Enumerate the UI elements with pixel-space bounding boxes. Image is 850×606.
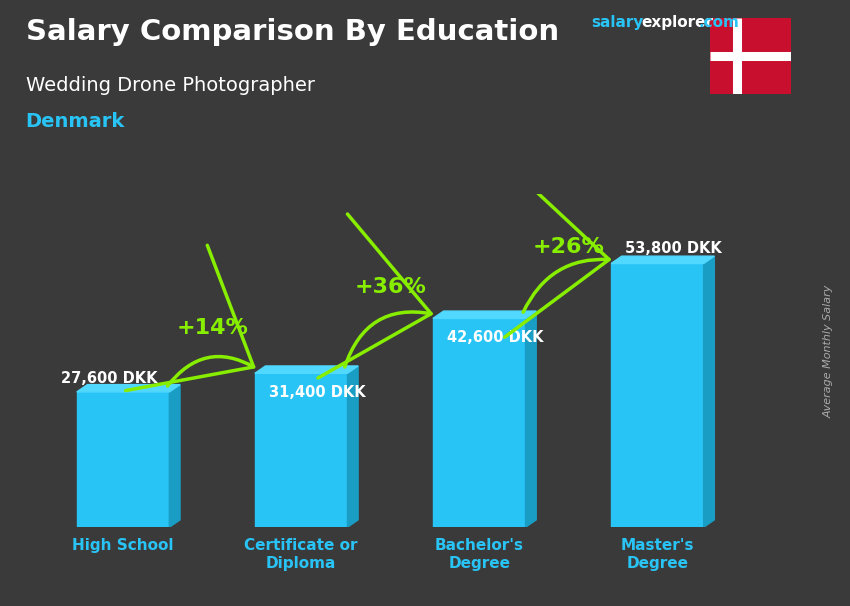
Text: 27,600 DKK: 27,600 DKK <box>60 371 157 386</box>
Text: 53,800 DKK: 53,800 DKK <box>626 241 722 256</box>
Text: .com: .com <box>699 15 740 30</box>
Text: 42,600 DKK: 42,600 DKK <box>447 330 544 345</box>
Polygon shape <box>169 385 180 527</box>
Polygon shape <box>611 256 714 264</box>
FancyArrowPatch shape <box>318 214 431 378</box>
Polygon shape <box>348 366 358 527</box>
Bar <box>433 318 525 527</box>
Text: explorer: explorer <box>642 15 714 30</box>
Bar <box>255 373 348 527</box>
FancyArrowPatch shape <box>505 171 609 337</box>
FancyArrowPatch shape <box>126 245 253 391</box>
Text: Salary Comparison By Education: Salary Comparison By Education <box>26 18 558 46</box>
Text: +36%: +36% <box>354 278 426 298</box>
Polygon shape <box>525 311 536 527</box>
Bar <box>611 264 704 527</box>
Polygon shape <box>255 366 358 373</box>
Polygon shape <box>704 256 714 527</box>
Text: +14%: +14% <box>176 318 248 338</box>
Text: 31,400 DKK: 31,400 DKK <box>269 385 366 401</box>
Polygon shape <box>433 311 536 318</box>
Text: Average Monthly Salary: Average Monthly Salary <box>824 285 834 418</box>
Text: Denmark: Denmark <box>26 112 125 131</box>
Text: Wedding Drone Photographer: Wedding Drone Photographer <box>26 76 314 95</box>
Text: +26%: +26% <box>532 237 604 257</box>
Polygon shape <box>76 385 180 392</box>
Text: salary: salary <box>591 15 643 30</box>
Bar <box>76 392 169 527</box>
